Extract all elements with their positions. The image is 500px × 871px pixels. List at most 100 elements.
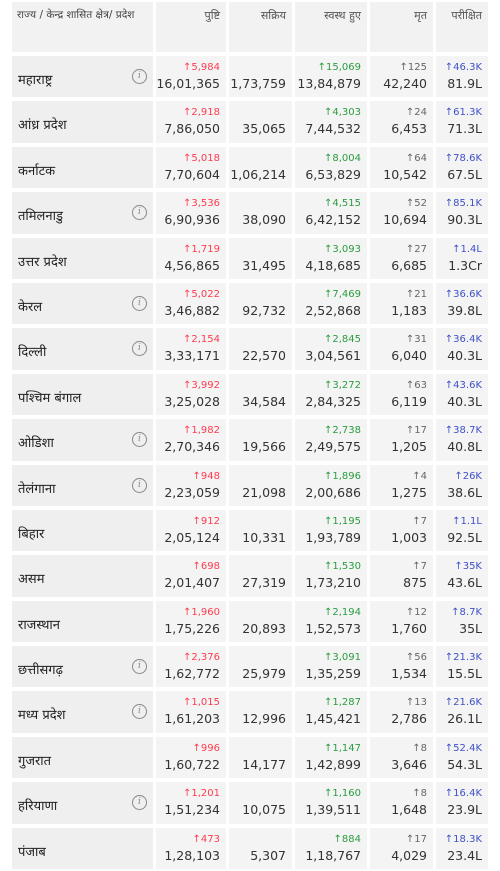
confirmed-cell: ↑5,984 16,01,365 xyxy=(156,56,226,98)
active-cell: 31,495 xyxy=(229,237,292,279)
state-cell[interactable]: ओडिशा i xyxy=(12,419,153,461)
table-row[interactable]: छत्तीसगढ़ i ↑2,376 1,62,772 25,979 ↑3,091 1,35… xyxy=(0,644,500,689)
confirmed-cell: ↑5,018 7,70,604 xyxy=(156,146,226,189)
state-cell[interactable]: असम xyxy=(12,555,153,597)
tested-cell: ↑38.7K 40.8L xyxy=(436,419,488,461)
table-row[interactable]: मध्य प्रदेश i ↑1,015 1,61,203 12,996 ↑1,287 1,… xyxy=(0,689,500,734)
recovered-delta: ↑3,091 xyxy=(323,652,361,664)
state-cell[interactable]: आंध्र प्रदेश xyxy=(12,101,153,143)
confirmed-value: 16,01,365 xyxy=(156,76,220,91)
deceased-delta: ↑56 xyxy=(405,652,427,664)
recovered-delta: ↑4,515 xyxy=(323,198,361,210)
info-icon[interactable]: i xyxy=(132,795,147,811)
info-icon[interactable]: i xyxy=(132,432,147,448)
tested-delta: ↑26K xyxy=(454,470,482,482)
state-cell[interactable]: छत्तीसगढ़ i xyxy=(12,646,153,688)
table-row[interactable]: असम ↑698 2,01,407 27,319 ↑1,530 1,73,210 ↑7 875… xyxy=(0,553,500,598)
state-cell[interactable]: केरल i xyxy=(12,282,153,325)
recovered-delta: ↑2,738 xyxy=(323,425,361,437)
state-cell[interactable]: दिल्ली i xyxy=(12,328,153,370)
deceased-value: 42,240 xyxy=(383,76,427,91)
deceased-delta: ↑13 xyxy=(405,697,427,709)
state-cell[interactable]: तेलंगाना i xyxy=(12,464,153,506)
state-cell[interactable]: बिहार xyxy=(12,509,153,552)
recovered-delta: ↑1,530 xyxy=(323,561,361,573)
state-cell[interactable]: पंजाब xyxy=(12,827,153,870)
recovered-cell: ↑1,287 1,45,421 xyxy=(295,691,367,733)
table-row[interactable]: आंध्र प्रदेश ↑2,918 7,86,050 35,065 ↑4,303 7,… xyxy=(0,99,500,144)
recovered-value: 1,73,210 xyxy=(305,575,361,591)
active-value: 19,566 xyxy=(242,439,286,455)
active-cell: 35,065 xyxy=(229,101,292,143)
tested-cell: ↑36.6K 39.8L xyxy=(436,282,488,325)
state-cell[interactable]: पश्चिम बंगाल xyxy=(12,373,153,416)
recovered-value: 2,49,575 xyxy=(305,439,361,455)
deceased-value: 1,760 xyxy=(391,620,427,636)
header-confirmed[interactable]: पुष्टि xyxy=(156,2,226,52)
state-cell[interactable]: हरियाणा i xyxy=(12,782,153,824)
info-icon[interactable]: i xyxy=(132,69,147,84)
info-icon[interactable]: i xyxy=(132,341,147,357)
info-icon[interactable]: i xyxy=(132,205,147,221)
state-cell[interactable]: तमिलनाडु i xyxy=(12,192,153,234)
table-row[interactable]: पश्चिम बंगाल ↑3,992 3,25,028 34,584 ↑3,272 2,… xyxy=(0,372,500,417)
tested-value: 40.8L xyxy=(447,439,482,455)
active-cell: 22,570 xyxy=(229,328,292,370)
table-row[interactable]: तेलंगाना i ↑948 2,23,059 21,098 ↑1,896 2,00,68… xyxy=(0,463,500,508)
deceased-delta: ↑24 xyxy=(405,107,427,119)
state-cell[interactable]: मध्य प्रदेश i xyxy=(12,691,153,733)
header-deceased[interactable]: मृत xyxy=(370,2,433,52)
table-row[interactable]: दिल्ली i ↑2,154 3,33,171 22,570 ↑2,845 3,04,56… xyxy=(0,326,500,371)
info-icon[interactable]: i xyxy=(132,295,147,311)
info-icon[interactable]: i xyxy=(132,659,147,675)
table-row[interactable]: उत्तर प्रदेश ↑1,719 4,56,865 31,495 ↑3,093 4,… xyxy=(0,236,500,281)
state-cell[interactable]: कर्नाटक xyxy=(12,146,153,189)
tested-cell: ↑26K 38.6L xyxy=(436,464,488,506)
deceased-cell: ↑8 1,648 xyxy=(370,782,433,824)
deceased-delta: ↑17 xyxy=(405,833,427,845)
active-cell: 25,979 xyxy=(229,646,292,688)
table-row[interactable]: तमिलनाडु i ↑3,536 6,90,936 38,090 ↑4,515 6,42,… xyxy=(0,190,500,235)
tested-value: 23.4L xyxy=(447,847,482,863)
deceased-cell: ↑56 1,534 xyxy=(370,646,433,688)
confirmed-cell: ↑996 1,60,722 xyxy=(156,736,226,779)
table-row[interactable]: पंजाब ↑473 1,28,103 5,307 ↑884 1,18,767 ↑17 4,0… xyxy=(0,826,500,871)
header-tested[interactable]: परीक्षित xyxy=(436,2,488,52)
tested-delta: ↑36.4K xyxy=(444,334,482,346)
info-icon[interactable]: i xyxy=(132,477,147,493)
state-name: असम xyxy=(18,572,45,588)
deceased-cell: ↑12 1,760 xyxy=(370,600,433,643)
tested-value: 67.5L xyxy=(447,166,482,182)
deceased-delta: ↑63 xyxy=(405,379,427,391)
table-row[interactable]: केरल i ↑5,022 3,46,882 92,732 ↑7,469 2,52,868 ↑… xyxy=(0,281,500,326)
recovered-cell: ↑4,303 7,44,532 xyxy=(295,101,367,143)
confirmed-cell: ↑2,154 3,33,171 xyxy=(156,328,226,370)
table-row[interactable]: गुजरात ↑996 1,60,722 14,177 ↑1,147 1,42,899 ↑8… xyxy=(0,735,500,780)
recovered-cell: ↑4,515 6,42,152 xyxy=(295,192,367,234)
state-cell[interactable]: महाराष्ट्र i xyxy=(12,56,153,98)
recovered-value: 1,45,421 xyxy=(305,711,361,727)
active-cell: 27,319 xyxy=(229,555,292,597)
table-row[interactable]: ओडिशा i ↑1,982 2,70,346 19,566 ↑2,738 2,49,575… xyxy=(0,417,500,462)
state-cell[interactable]: राजस्थान xyxy=(12,600,153,643)
recovered-delta: ↑1,896 xyxy=(323,470,361,482)
table-row[interactable]: राजस्थान ↑1,960 1,75,226 20,893 ↑2,194 1,52,5… xyxy=(0,599,500,644)
state-cell[interactable]: उत्तर प्रदेश xyxy=(12,237,153,279)
table-row[interactable]: महाराष्ट्र i ↑5,984 16,01,365 1,73,759 ↑15,06… xyxy=(0,54,500,99)
header-state[interactable]: राज्य / केन्द्र शासित क्षेत्र/ प्रदेश xyxy=(12,2,153,52)
header-recovered[interactable]: स्वस्थ हुए xyxy=(295,2,367,52)
state-cell[interactable]: गुजरात xyxy=(12,736,153,779)
deceased-delta: ↑21 xyxy=(405,288,427,300)
table-row[interactable]: कर्नाटक ↑5,018 7,70,604 1,06,214 ↑8,004 6,53,… xyxy=(0,145,500,190)
info-icon[interactable]: i xyxy=(132,704,147,720)
header-active[interactable]: सक्रिय xyxy=(229,2,292,52)
tested-cell: ↑36.4K 40.3L xyxy=(436,328,488,370)
active-value: 25,979 xyxy=(242,666,286,682)
state-name: दिल्ली xyxy=(18,345,47,361)
recovered-value: 4,18,685 xyxy=(305,257,361,273)
deceased-delta: ↑8 xyxy=(412,788,427,800)
confirmed-cell: ↑5,022 3,46,882 xyxy=(156,282,226,325)
recovered-value: 1,93,789 xyxy=(305,529,361,545)
table-row[interactable]: बिहार ↑912 2,05,124 10,331 ↑1,195 1,93,789 ↑7 1… xyxy=(0,508,500,553)
table-row[interactable]: हरियाणा i ↑1,201 1,51,234 10,075 ↑1,160 1,39,5… xyxy=(0,780,500,825)
